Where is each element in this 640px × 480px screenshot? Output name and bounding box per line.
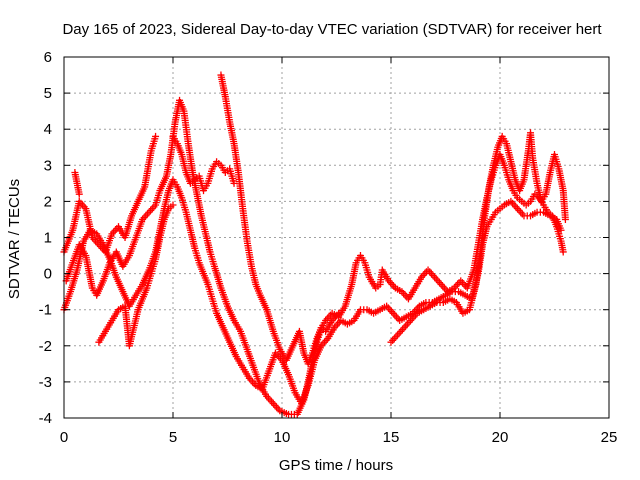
x-tick-labels: 0 5 10 15 20 25 [60,429,618,446]
x-axis-label: GPS time / hours [279,457,393,474]
y-axis-label: SDTVAR / TECUs [6,179,23,299]
y-tick-label: 5 [44,85,52,102]
x-tick-label: 20 [492,429,509,446]
data-point [561,215,569,223]
data-point [169,201,177,209]
y-tick-label: -2 [39,338,52,355]
y-tick-label: -1 [39,302,52,319]
y-tick-label: 1 [44,230,52,247]
y-tick-label: 6 [44,49,52,66]
y-tick-label: 0 [44,266,52,283]
y-tick-label: 4 [44,121,52,138]
data-series-track-3 [60,176,565,408]
y-tick-label: 2 [44,193,52,210]
data-series-track-6 [217,71,567,368]
grid-lines [64,57,609,418]
data-points [60,71,569,418]
chart-title: Day 165 of 2023, Sidereal Day-to-day VTE… [62,21,602,38]
data-series-track-8 [71,169,83,198]
data-point [75,190,83,198]
data-series-track-5 [169,132,238,195]
y-tick-label: -4 [39,410,52,427]
x-tick-label: 5 [169,429,177,446]
y-tick-label: 3 [44,157,52,174]
data-point [152,132,160,140]
x-tick-label: 25 [601,429,618,446]
y-tick-label: -3 [39,374,52,391]
data-point [559,248,567,256]
y-tick-labels: -4 -3 -2 -1 0 1 2 3 4 5 6 [39,49,52,427]
data-series-track-2 [62,96,343,418]
x-tick-label: 10 [274,429,291,446]
data-series-track-4 [95,201,177,350]
data-series-track-1 [60,132,160,256]
tick-marks [63,56,610,419]
x-tick-label: 0 [60,429,68,446]
data-series-track-7 [387,129,569,346]
x-tick-label: 15 [383,429,400,446]
